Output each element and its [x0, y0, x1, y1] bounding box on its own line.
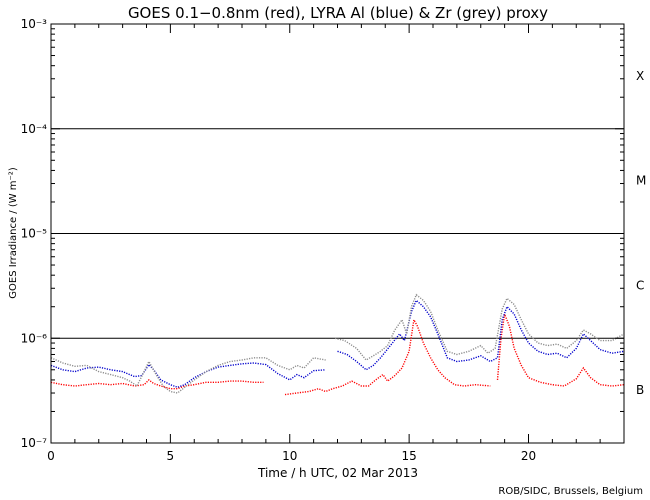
class-threshold-lines — [51, 128, 624, 339]
x-tick-label: 10 — [282, 449, 297, 463]
series-line-0-2 — [496, 311, 624, 387]
y-axis-label: GOES Irradiance / (W m⁻²) — [8, 167, 19, 299]
x-axis-label: Time / h UTC, 02 Mar 2013 — [257, 466, 418, 480]
credit-text: ROB/SIDC, Brussels, Belgium — [498, 486, 643, 497]
y-axis: 10⁻⁷ 10⁻⁶ 10⁻⁵ 10⁻⁴ 10⁻³ — [21, 17, 624, 450]
series-line-2-0 — [51, 357, 326, 394]
flare-class-labels: X M C B — [636, 69, 646, 397]
flare-class-b: B — [636, 383, 644, 397]
y-tick-label: 10⁻³ — [21, 17, 48, 31]
x-tick-label: 5 — [167, 449, 175, 463]
y-tick-label: 10⁻⁵ — [21, 227, 48, 241]
series-line-1-1 — [337, 299, 624, 371]
series-line-1-0 — [51, 362, 326, 389]
y-tick-label: 10⁻⁶ — [21, 331, 48, 345]
series-2 — [51, 293, 624, 394]
series-line-0-0 — [51, 378, 264, 390]
y-tick-label: 10⁻⁷ — [21, 436, 48, 450]
y-tick-label: 10⁻⁴ — [21, 122, 48, 136]
x-tick-label: 15 — [401, 449, 416, 463]
flare-class-c: C — [636, 278, 644, 292]
x-tick-label: 20 — [521, 449, 536, 463]
series-line-2-1 — [334, 293, 624, 361]
series-line-0-1 — [284, 317, 491, 396]
series-0 — [51, 311, 624, 396]
series-1 — [51, 299, 624, 389]
chart-title: GOES 0.1−0.8nm (red), LYRA Al (blue) & Z… — [128, 4, 548, 22]
x-tick-label: 0 — [47, 449, 55, 463]
series-layer — [51, 293, 624, 396]
x-axis: 0 5 10 15 20 — [47, 24, 625, 463]
flare-class-m: M — [636, 174, 646, 188]
flare-class-x: X — [636, 69, 644, 83]
